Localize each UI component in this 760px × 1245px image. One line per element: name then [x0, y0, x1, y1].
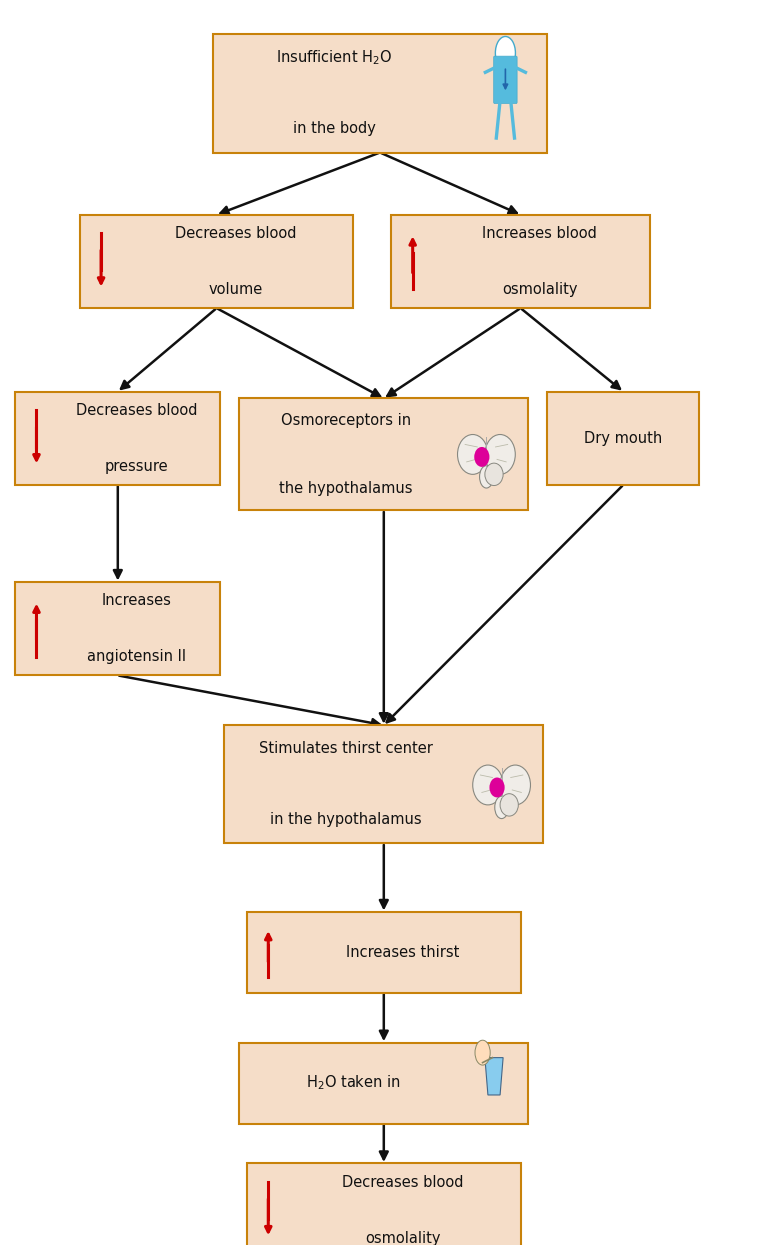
Text: Increases thirst: Increases thirst	[346, 945, 460, 960]
FancyBboxPatch shape	[494, 56, 517, 103]
Text: in the hypothalamus: in the hypothalamus	[270, 812, 422, 828]
Text: the hypothalamus: the hypothalamus	[279, 481, 413, 496]
Ellipse shape	[489, 777, 505, 798]
Ellipse shape	[485, 463, 503, 486]
FancyBboxPatch shape	[224, 725, 543, 844]
FancyBboxPatch shape	[80, 214, 353, 308]
Ellipse shape	[458, 435, 488, 474]
Text: Increases: Increases	[102, 593, 172, 609]
Text: in the body: in the body	[293, 121, 376, 137]
Text: volume: volume	[208, 281, 263, 298]
FancyBboxPatch shape	[391, 214, 650, 308]
Text: osmolality: osmolality	[365, 1230, 441, 1245]
Text: Decreases blood: Decreases blood	[175, 225, 296, 242]
FancyBboxPatch shape	[213, 34, 547, 152]
Text: pressure: pressure	[105, 458, 169, 474]
Text: Decreases blood: Decreases blood	[76, 402, 198, 418]
Ellipse shape	[500, 764, 530, 806]
Text: Osmoreceptors in: Osmoreceptors in	[280, 413, 411, 428]
FancyBboxPatch shape	[239, 398, 528, 510]
Ellipse shape	[473, 764, 503, 806]
FancyBboxPatch shape	[239, 1043, 528, 1123]
FancyBboxPatch shape	[15, 391, 220, 484]
Polygon shape	[485, 1058, 503, 1096]
Ellipse shape	[480, 466, 493, 488]
Circle shape	[496, 36, 515, 70]
Text: H$_2$O taken in: H$_2$O taken in	[306, 1073, 401, 1093]
Text: Insufficient H$_2$O: Insufficient H$_2$O	[276, 49, 393, 67]
Ellipse shape	[474, 447, 489, 467]
Text: Decreases blood: Decreases blood	[342, 1174, 464, 1190]
FancyBboxPatch shape	[15, 583, 220, 675]
FancyBboxPatch shape	[247, 911, 521, 994]
Ellipse shape	[500, 794, 518, 817]
Text: angiotensin II: angiotensin II	[87, 649, 186, 665]
FancyBboxPatch shape	[247, 1163, 521, 1245]
Ellipse shape	[485, 435, 515, 474]
Text: Increases blood: Increases blood	[482, 225, 597, 242]
Text: Stimulates thirst center: Stimulates thirst center	[259, 741, 432, 757]
FancyBboxPatch shape	[547, 391, 699, 484]
Ellipse shape	[495, 797, 508, 819]
Circle shape	[475, 1041, 490, 1064]
Text: osmolality: osmolality	[502, 281, 578, 298]
Text: Dry mouth: Dry mouth	[584, 431, 662, 446]
